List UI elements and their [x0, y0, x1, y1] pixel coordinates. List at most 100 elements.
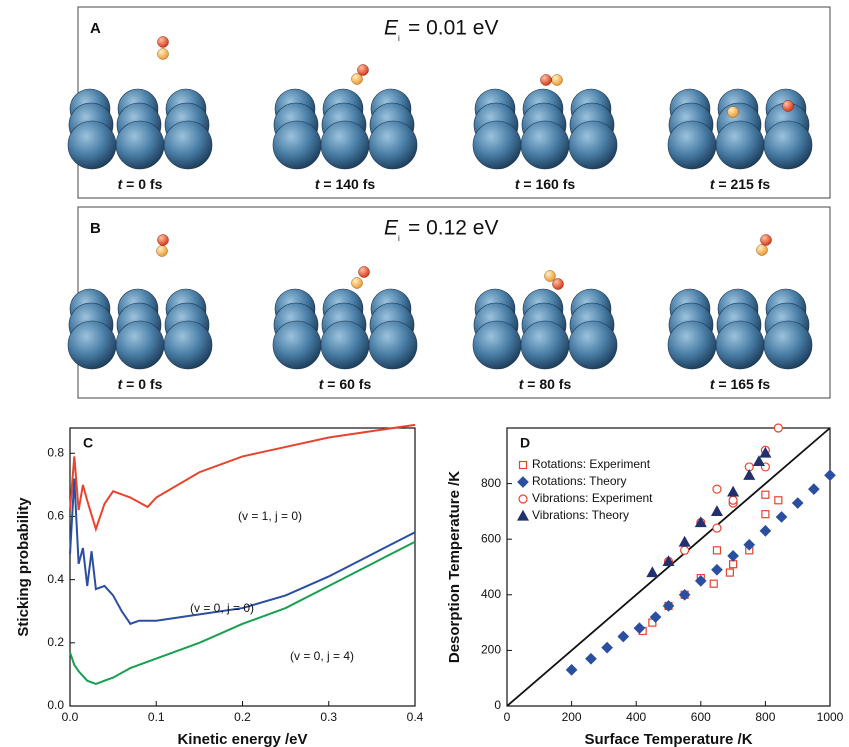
y-tick-label: 200 [481, 643, 501, 657]
data-point [762, 491, 769, 498]
series-annotation: (v = 0, j = 0) [190, 601, 254, 615]
chart-label: C [83, 435, 93, 451]
data-point [713, 547, 720, 554]
molecule-atom [158, 235, 169, 246]
surface-atom [273, 121, 321, 169]
surface-atom [473, 121, 521, 169]
data-point [730, 561, 737, 568]
y-tick-label: 400 [481, 587, 501, 601]
molecule-atom [352, 278, 363, 289]
surface-atom [668, 321, 716, 369]
surface-atom [668, 121, 716, 169]
x-tick-label: 800 [755, 710, 775, 724]
surface-atom [764, 121, 812, 169]
molecule-atom [358, 65, 369, 76]
surface-atom [164, 321, 212, 369]
molecule-atom [761, 235, 772, 246]
time-symbol: t [519, 376, 525, 392]
x-tick-label: 0.4 [407, 710, 424, 724]
surface-atom [68, 321, 116, 369]
data-point [710, 580, 717, 587]
y-axis-label: Desorption Temperature /K [446, 471, 463, 663]
data-point [760, 526, 770, 536]
surface-atom [473, 321, 521, 369]
energy-value: = 0.12 eV [408, 217, 499, 240]
data-point [602, 643, 612, 653]
x-tick-label: 0.3 [320, 710, 337, 724]
y-tick-label: 0.2 [47, 635, 64, 649]
time-label: t = 160 fs [515, 176, 576, 192]
y-tick-label: 0.6 [47, 509, 64, 523]
legend-label: Vibrations: Experiment [532, 491, 653, 505]
surface-atom [369, 121, 417, 169]
x-tick-label: 0.0 [62, 710, 79, 724]
legend-label: Rotations: Experiment [532, 457, 651, 471]
legend-marker [519, 495, 527, 503]
data-point [809, 484, 819, 494]
time-value: = 160 fs [523, 176, 575, 192]
molecule-atom [541, 75, 552, 86]
legend-label: Rotations: Theory [532, 474, 627, 488]
y-tick-label: 0.8 [47, 445, 64, 459]
panel-label: B [90, 220, 101, 237]
x-tick-label: 0.2 [234, 710, 251, 724]
y-tick-label: 0.4 [47, 572, 64, 586]
data-point [680, 537, 690, 546]
surface-atom [68, 121, 116, 169]
time-symbol: t [515, 176, 521, 192]
panel-label: A [90, 20, 101, 37]
data-point [744, 470, 754, 479]
time-value: = 140 fs [323, 176, 375, 192]
data-point [729, 496, 737, 504]
y-axis-label: Sticking probability [15, 497, 32, 637]
time-label: t = 165 fs [710, 376, 771, 392]
time-label: t = 60 fs [319, 376, 372, 392]
data-point [712, 506, 722, 515]
plot-frame [70, 428, 415, 706]
surface-atom [716, 321, 764, 369]
data-point [726, 569, 733, 576]
molecule-atom [553, 279, 564, 290]
time-symbol: t [710, 376, 716, 392]
data-point [762, 511, 769, 518]
data-point [754, 456, 764, 465]
x-tick-label: 400 [626, 710, 646, 724]
time-label: t = 215 fs [710, 176, 771, 192]
data-point [728, 551, 738, 561]
energy-value: = 0.01 eV [408, 17, 499, 40]
data-point [774, 424, 782, 432]
molecule-atom [157, 246, 168, 257]
data-point [647, 568, 657, 577]
surface-atom [273, 321, 321, 369]
surface-atom [521, 121, 569, 169]
molecule-atom [757, 245, 768, 256]
y-tick-label: 600 [481, 531, 501, 545]
legend-marker [518, 511, 528, 520]
y-tick-label: 0 [494, 698, 501, 712]
data-point [793, 498, 803, 508]
x-tick-label: 0.1 [148, 710, 165, 724]
x-tick-label: 600 [691, 710, 711, 724]
data-point [618, 632, 628, 642]
time-symbol: t [710, 176, 716, 192]
surface-atom [716, 121, 764, 169]
molecule-atom [158, 49, 169, 60]
molecule-atom [158, 37, 169, 48]
energy-symbol: E [384, 217, 399, 240]
series-annotation: (v = 1, j = 0) [238, 509, 302, 523]
molecule-atom [545, 271, 556, 282]
x-tick-label: 200 [562, 710, 582, 724]
data-point [586, 654, 596, 664]
figure: AEi= 0.01 eVt = 0 fst = 140 fst = 160 fs… [0, 0, 849, 747]
x-tick-label: 0 [504, 710, 511, 724]
legend-marker [518, 477, 528, 487]
data-point [681, 546, 689, 554]
data-point [713, 485, 721, 493]
x-tick-label: 1000 [817, 710, 844, 724]
data-point [775, 497, 782, 504]
time-value: = 0 fs [126, 376, 162, 392]
